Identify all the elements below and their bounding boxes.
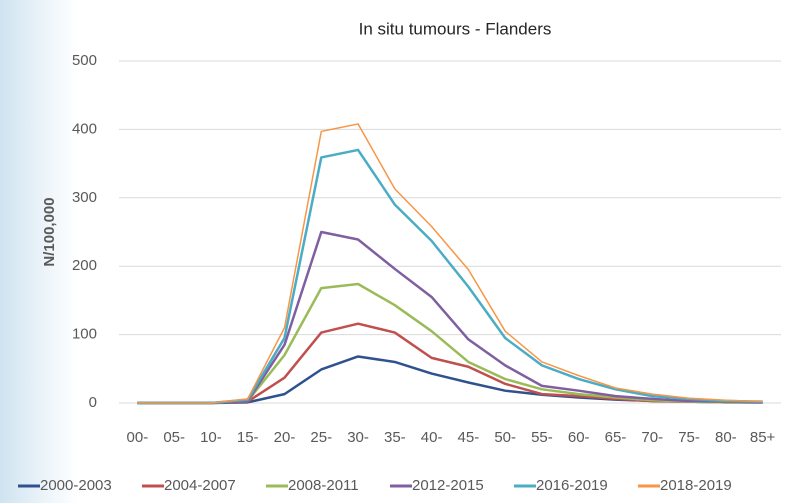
x-tick-label: 85+ xyxy=(750,429,776,446)
x-tick-label: 05- xyxy=(163,429,185,446)
y-tick-label: 300 xyxy=(72,189,97,206)
x-tick-label: 70- xyxy=(641,429,663,446)
x-tick-label: 00- xyxy=(127,429,149,446)
legend-label: 2000-2003 xyxy=(40,477,112,494)
x-tick-label: 10- xyxy=(200,429,222,446)
legend-label: 2012-2015 xyxy=(412,477,484,494)
y-tick-label: 500 xyxy=(72,52,97,69)
x-tick-label: 30- xyxy=(347,429,369,446)
x-tick-label: 75- xyxy=(678,429,700,446)
y-tick-label: 0 xyxy=(89,394,97,411)
y-tick-label: 100 xyxy=(72,326,97,343)
x-tick-label: 60- xyxy=(568,429,590,446)
chart-title: In situ tumours - Flanders xyxy=(359,19,552,38)
y-tick-label: 400 xyxy=(72,120,97,137)
x-tick-label: 20- xyxy=(274,429,296,446)
legend-label: 2008-2011 xyxy=(288,477,359,494)
x-tick-label: 15- xyxy=(237,429,259,446)
legend-label: 2018-2019 xyxy=(660,477,732,494)
x-tick-label: 40- xyxy=(421,429,443,446)
x-tick-label: 45- xyxy=(458,429,480,446)
legend-label: 2016-2019 xyxy=(536,477,608,494)
y-axis-label: N/100,000 xyxy=(41,197,58,266)
x-tick-label: 55- xyxy=(531,429,553,446)
x-tick-label: 35- xyxy=(384,429,406,446)
x-tick-label: 50- xyxy=(494,429,516,446)
series-line xyxy=(137,123,763,404)
x-tick-label: 25- xyxy=(310,429,332,446)
x-tick-label: 80- xyxy=(715,429,737,446)
y-tick-label: 200 xyxy=(72,257,97,274)
x-tick-label: 65- xyxy=(605,429,627,446)
legend-label: 2004-2007 xyxy=(164,477,236,494)
